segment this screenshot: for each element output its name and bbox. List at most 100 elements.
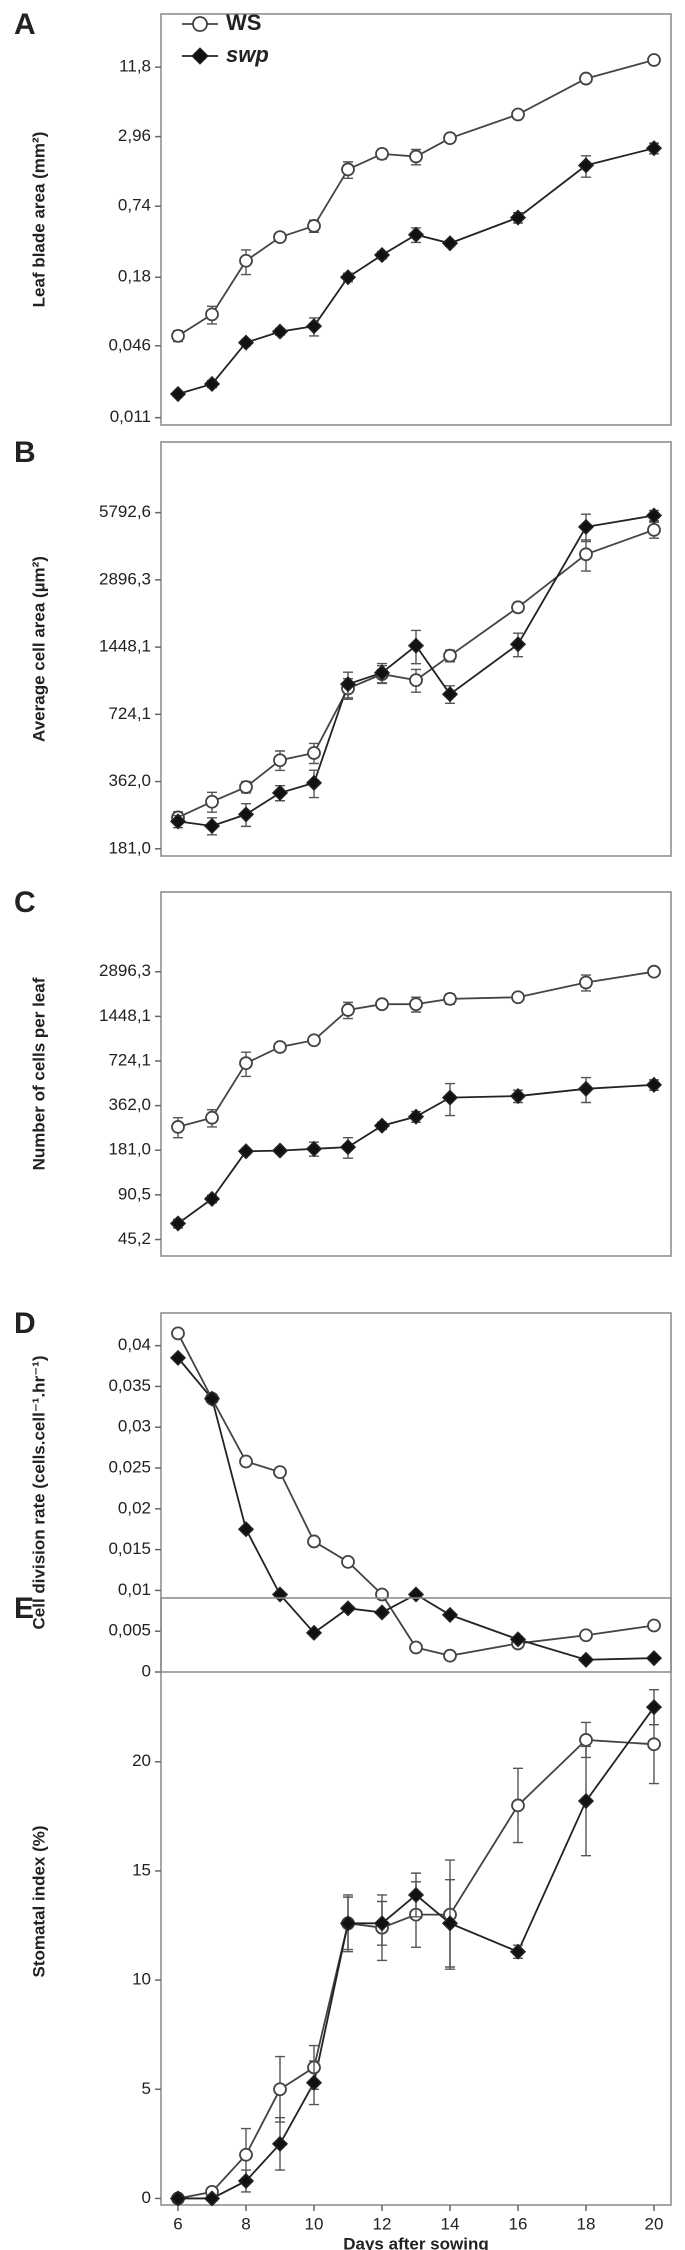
y-tick-label: 724,1 xyxy=(108,1050,151,1069)
series-line xyxy=(178,1706,655,2200)
plot-frame xyxy=(160,13,672,426)
data-point xyxy=(203,817,221,835)
data-point xyxy=(577,1651,595,1668)
data-point xyxy=(237,1143,255,1160)
data-point xyxy=(171,328,185,343)
x-tick-label: 6 xyxy=(173,2214,182,2233)
data-point xyxy=(203,375,221,393)
y-tick-label: 0 xyxy=(142,2188,151,2207)
data-point xyxy=(339,1915,357,1932)
data-point xyxy=(239,780,253,794)
data-point xyxy=(647,522,661,537)
x-tick-label: 8 xyxy=(241,2214,250,2233)
y-tick-label: 0,046 xyxy=(108,335,151,354)
series-line xyxy=(177,1332,655,1657)
data-point xyxy=(169,1349,187,1366)
data-point xyxy=(373,1117,391,1134)
data-point xyxy=(647,964,661,979)
y-axis-title: Leaf blade area (mm²) xyxy=(29,132,48,308)
data-point xyxy=(305,2074,323,2091)
data-point xyxy=(307,1534,321,1549)
series-line xyxy=(177,1738,655,2200)
panel-label: C xyxy=(14,886,36,919)
panel-label: E xyxy=(14,1592,34,1625)
data-point xyxy=(407,1108,425,1125)
legend-marker xyxy=(191,47,209,65)
data-point xyxy=(273,1465,287,1480)
data-point xyxy=(341,162,355,177)
y-tick-label: 11,8 xyxy=(119,57,151,76)
data-point xyxy=(205,307,219,322)
y-tick-label: 0,005 xyxy=(108,1621,151,1640)
data-point xyxy=(339,676,357,693)
data-point xyxy=(647,1618,661,1633)
y-tick-label: 0,015 xyxy=(108,1539,151,1558)
data-point xyxy=(443,131,457,146)
plot-frame xyxy=(160,1312,672,1673)
data-point xyxy=(205,794,219,809)
data-point xyxy=(409,997,423,1012)
data-point xyxy=(441,1915,459,1932)
y-tick-label: 0 xyxy=(142,1661,151,1680)
data-point xyxy=(273,2082,287,2097)
data-point xyxy=(579,1733,593,1747)
x-tick-label: 20 xyxy=(645,2214,664,2233)
y-tick-label: 0,02 xyxy=(118,1498,151,1517)
y-tick-label: 2,96 xyxy=(118,126,151,145)
plot-frame xyxy=(160,441,672,857)
data-point xyxy=(441,235,459,252)
data-point xyxy=(509,636,527,653)
data-point xyxy=(409,1640,423,1655)
data-point xyxy=(645,140,663,157)
data-point xyxy=(373,664,391,681)
series-line xyxy=(177,1083,655,1225)
data-point xyxy=(271,784,289,801)
y-tick-label: 90,5 xyxy=(118,1184,151,1203)
series-line xyxy=(177,59,655,337)
data-point xyxy=(341,1554,355,1569)
data-point xyxy=(509,1631,527,1648)
x-tick-label: 18 xyxy=(577,2214,596,2233)
data-point xyxy=(511,107,525,122)
data-point xyxy=(169,813,187,830)
data-point xyxy=(205,1110,219,1125)
y-tick-label: 10 xyxy=(132,1970,151,1989)
y-tick-label: 2896,3 xyxy=(99,569,151,588)
y-tick-label: 0,04 xyxy=(118,1335,151,1354)
data-point xyxy=(273,230,287,245)
data-point xyxy=(373,1604,391,1621)
y-tick-label: 0,035 xyxy=(108,1376,151,1395)
data-point xyxy=(203,1390,221,1407)
y-tick-label: 0,74 xyxy=(118,196,151,215)
y-tick-label: 0,011 xyxy=(110,407,151,426)
data-point xyxy=(237,334,255,351)
data-point xyxy=(409,673,423,688)
data-point xyxy=(271,1142,289,1159)
y-tick-label: 181,0 xyxy=(108,838,151,857)
data-point xyxy=(305,1624,323,1641)
data-point xyxy=(577,1080,595,1097)
data-point xyxy=(271,323,289,340)
data-point xyxy=(237,2172,255,2190)
data-point xyxy=(171,1120,185,1134)
data-point xyxy=(441,1089,459,1106)
data-point xyxy=(307,219,321,233)
data-point xyxy=(509,1943,527,1960)
y-tick-label: 1448,1 xyxy=(99,637,151,656)
data-point xyxy=(171,1326,185,1341)
y-tick-label: 362,0 xyxy=(108,771,151,790)
legend-marker xyxy=(192,16,208,32)
data-point xyxy=(577,157,595,174)
y-tick-label: 5 xyxy=(142,2079,151,2098)
data-point xyxy=(375,997,389,1012)
data-point xyxy=(271,1586,289,1603)
series-line xyxy=(177,1357,655,1661)
y-tick-label: 15 xyxy=(132,1860,151,1879)
series-line xyxy=(177,970,655,1128)
data-point xyxy=(577,518,595,535)
x-tick-label: 12 xyxy=(373,2214,392,2233)
y-tick-label: 181,0 xyxy=(108,1140,151,1159)
data-point xyxy=(645,1076,663,1093)
data-point xyxy=(239,1454,253,1469)
